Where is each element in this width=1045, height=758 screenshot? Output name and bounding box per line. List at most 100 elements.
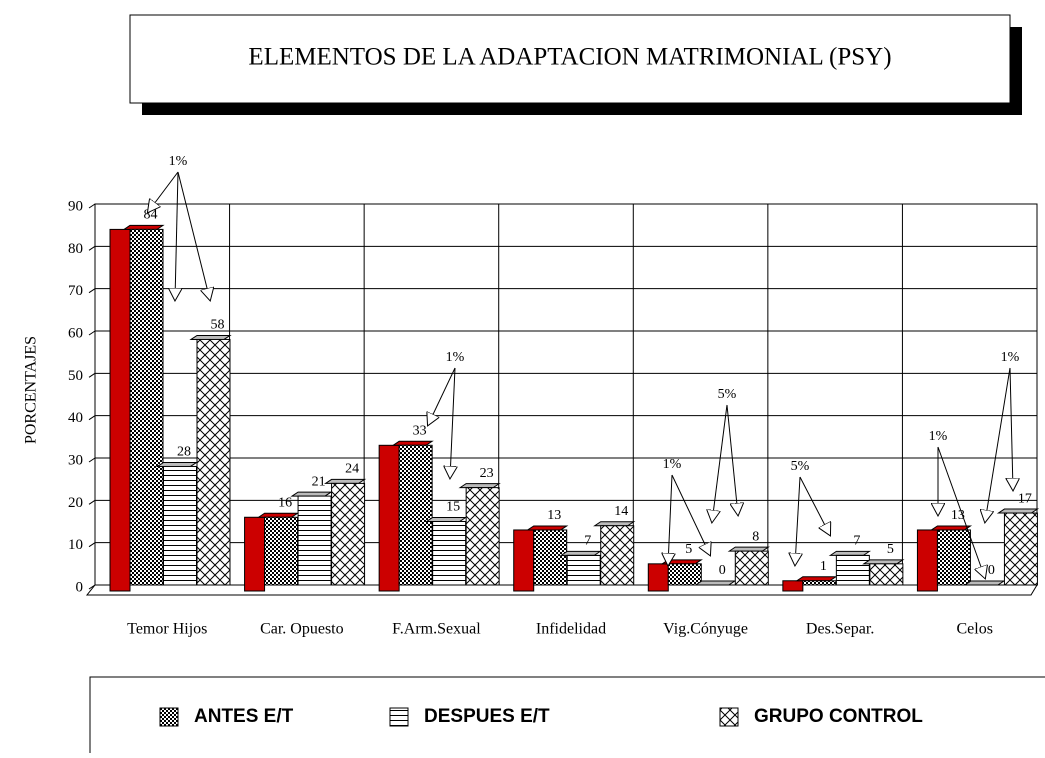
legend-label: DESPUES E/T	[424, 706, 550, 727]
annotation: 1%	[1001, 350, 1020, 365]
bar	[398, 444, 433, 586]
plot-wall	[94, 203, 1038, 586]
bar	[465, 487, 500, 586]
bar-top	[155, 461, 199, 467]
bar-side	[378, 444, 400, 592]
y-tick	[88, 288, 96, 294]
bar-top	[122, 224, 165, 230]
bar-side	[109, 228, 131, 592]
y-axis-label: PORCENTAJES	[23, 336, 40, 444]
annotation: 5%	[791, 459, 810, 474]
x-tick-label: Vig.Cónyuge	[663, 621, 748, 638]
x-tick-label: Car. Opuesto	[260, 621, 344, 638]
value-label: 5	[685, 542, 692, 557]
bar-top	[290, 491, 333, 497]
bar	[667, 563, 702, 586]
annotation-arrow	[712, 404, 728, 522]
value-label: 0	[719, 563, 726, 578]
value-label: 21	[312, 474, 326, 489]
legend-swatch	[389, 707, 409, 727]
bar	[600, 525, 635, 586]
bar-top	[963, 580, 1006, 586]
bar	[297, 495, 332, 586]
value-label: 13	[547, 508, 561, 523]
bar-side	[782, 580, 804, 592]
annotation-arrow	[726, 404, 738, 515]
y-tick	[88, 372, 96, 378]
annotation-arrow	[1010, 367, 1013, 490]
y-tick-label: 80	[68, 241, 83, 257]
annotation-arrow	[668, 474, 672, 565]
bar-top	[996, 508, 1040, 514]
y-tick	[88, 245, 96, 251]
bar	[734, 550, 769, 586]
x-tick-label: Des.Separ.	[806, 621, 874, 638]
floor	[85, 584, 1038, 596]
y-tick	[88, 457, 96, 463]
y-tick-label: 0	[76, 579, 84, 595]
bar-top	[391, 440, 434, 446]
x-tick-label: Infidelidad	[536, 621, 606, 638]
legend-swatch	[719, 707, 739, 727]
bar	[566, 554, 601, 586]
y-tick-label: 70	[68, 283, 83, 299]
value-label: 8	[752, 529, 759, 544]
y-tick-label: 10	[68, 537, 83, 553]
bar	[264, 516, 299, 586]
annotation: 1%	[663, 457, 682, 472]
y-tick	[88, 499, 96, 505]
value-label: 33	[413, 424, 427, 439]
bar-top	[323, 478, 367, 484]
annotation-arrow	[671, 474, 710, 555]
value-label: 28	[177, 445, 191, 460]
y-tick	[88, 542, 96, 548]
annotation-arrow	[175, 171, 178, 300]
bar	[163, 465, 197, 586]
bar-top	[862, 559, 905, 565]
bar-top	[694, 580, 737, 586]
bar-top	[795, 576, 838, 582]
bar-top	[424, 517, 468, 522]
legend-swatch	[159, 707, 179, 727]
annotation: 5%	[718, 387, 737, 402]
y-tick	[88, 330, 96, 336]
legend-label: GRUPO CONTROL	[754, 706, 923, 727]
value-label: 15	[446, 500, 460, 515]
bar-top	[458, 483, 501, 489]
value-label: 84	[144, 208, 158, 223]
bar-side	[244, 516, 266, 592]
annotation-arrow	[450, 367, 455, 478]
annotation-arrow	[148, 171, 179, 212]
bar	[1003, 512, 1038, 586]
bar-top	[593, 521, 636, 527]
annotation-arrow	[937, 446, 985, 578]
annotation-arrow	[795, 476, 800, 565]
bar	[936, 529, 971, 586]
y-tick-label: 50	[68, 368, 83, 384]
y-tick-label: 40	[68, 410, 83, 426]
chart-title: ELEMENTOS DE LA ADAPTACION MATRIMONIAL (…	[248, 44, 891, 71]
annotation: 1%	[169, 154, 188, 169]
y-tick-label: 30	[68, 452, 83, 468]
bar-side	[513, 529, 535, 592]
value-label: 16	[278, 495, 292, 510]
value-label: 24	[345, 462, 359, 477]
value-label: 7	[584, 534, 591, 549]
bar	[331, 482, 366, 586]
bar-top	[559, 550, 602, 556]
value-label: 17	[1018, 491, 1032, 506]
value-label: 5	[887, 542, 894, 557]
bar-top	[828, 550, 872, 556]
bar-side	[647, 563, 669, 592]
title-box	[129, 14, 1011, 104]
bar-side	[916, 529, 938, 592]
y-tick	[88, 415, 96, 421]
x-tick-label: Temor Hijos	[127, 621, 207, 638]
bar	[533, 529, 568, 586]
bar-top	[727, 546, 770, 552]
annotation-arrow	[428, 367, 456, 425]
x-tick-label: F.Arm.Sexual	[392, 621, 481, 638]
y-tick	[88, 203, 96, 209]
annotation: 1%	[929, 429, 948, 444]
